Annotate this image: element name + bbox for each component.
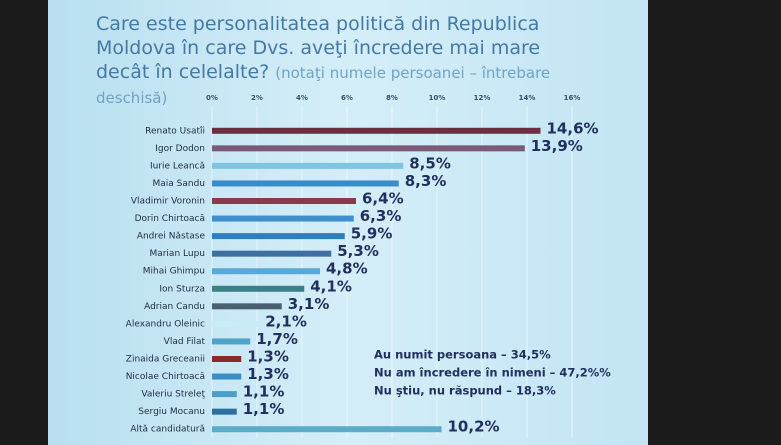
x-tick-label: 16% bbox=[564, 94, 581, 102]
title-block: Care este personalitatea politică din Re… bbox=[96, 12, 566, 110]
x-tick-label: 14% bbox=[519, 94, 536, 102]
y-tick-label: Adrian Candu bbox=[144, 302, 205, 312]
value-label: 1,3% bbox=[247, 348, 289, 366]
bar bbox=[212, 180, 399, 187]
value-label: 10,2% bbox=[448, 418, 500, 436]
y-tick-label: Vlad Filat bbox=[164, 337, 206, 347]
value-label: 8,5% bbox=[409, 154, 451, 172]
bar bbox=[212, 303, 282, 310]
value-label: 2,1% bbox=[265, 312, 307, 330]
y-tick-label: Alexandru Oleinic bbox=[126, 319, 205, 329]
value-label: 14,6% bbox=[547, 119, 599, 137]
value-label: 1,7% bbox=[256, 330, 298, 348]
y-tick-label: Andrei Năstase bbox=[137, 232, 206, 242]
value-label: 8,3% bbox=[405, 172, 447, 190]
bar bbox=[212, 373, 242, 380]
x-tick-label: 8% bbox=[386, 94, 398, 102]
y-tick-label: Nicolae Chirtoacă bbox=[126, 372, 205, 382]
value-label: 1,3% bbox=[247, 365, 289, 383]
y-tick-label: Vladimir Voronin bbox=[131, 197, 205, 207]
x-tick-label: 12% bbox=[474, 94, 491, 102]
value-label: 5,3% bbox=[337, 242, 379, 260]
bar bbox=[212, 320, 260, 327]
slide bbox=[48, 0, 648, 445]
bar bbox=[212, 250, 332, 257]
y-tick-label: Dorin Chirtoacă bbox=[135, 214, 205, 224]
x-tick-label: 2% bbox=[251, 94, 263, 102]
value-label: 4,1% bbox=[310, 277, 352, 295]
annotation: Nu am încredere în nimeni – 47,2%% bbox=[374, 366, 611, 380]
bar bbox=[212, 233, 345, 240]
y-tick-label: Valeriu Streleţ bbox=[141, 390, 205, 400]
value-label: 6,3% bbox=[360, 207, 402, 225]
bar bbox=[212, 127, 541, 134]
bar bbox=[212, 285, 305, 292]
bar bbox=[212, 356, 242, 362]
y-tick-label: Iurie Leancă bbox=[150, 161, 205, 171]
bar bbox=[212, 145, 525, 152]
value-label: 4,8% bbox=[326, 260, 368, 278]
annotation: Au numit persoana – 34,5% bbox=[374, 348, 551, 362]
value-label: 3,1% bbox=[288, 295, 330, 313]
chart-title: Care este personalitatea politică din Re… bbox=[96, 13, 541, 83]
bar bbox=[212, 408, 237, 415]
bar bbox=[212, 162, 404, 169]
x-tick-label: 4% bbox=[296, 94, 308, 102]
x-tick-label: 10% bbox=[429, 94, 446, 102]
y-tick-label: Sergiu Mocanu bbox=[138, 407, 205, 417]
y-tick-label: Altă candidatură bbox=[130, 425, 205, 435]
value-label: 6,4% bbox=[362, 190, 404, 208]
annotation: Nu ştiu, nu răspund – 18,3% bbox=[374, 384, 556, 398]
y-tick-label: Renato Usatîi bbox=[145, 126, 205, 136]
x-tick-label: 0% bbox=[206, 94, 218, 102]
bar bbox=[212, 426, 442, 433]
value-label: 13,9% bbox=[531, 137, 583, 155]
value-label: 5,9% bbox=[351, 225, 393, 243]
y-tick-label: Igor Dodon bbox=[155, 144, 205, 154]
y-tick-label: Zinaida Greceanii bbox=[126, 355, 205, 365]
y-tick-label: Maia Sandu bbox=[152, 179, 205, 189]
bar bbox=[212, 198, 356, 204]
bar bbox=[212, 391, 237, 398]
y-tick-label: Marian Lupu bbox=[149, 249, 205, 259]
x-tick-label: 6% bbox=[341, 94, 353, 102]
value-label: 1,1% bbox=[243, 383, 285, 401]
chart-subtitle: (notaţi numele persoanei – întrebare des… bbox=[96, 64, 551, 107]
bar bbox=[212, 268, 320, 275]
bar bbox=[212, 338, 251, 345]
y-tick-label: Mihai Ghimpu bbox=[143, 267, 205, 277]
value-label: 1,1% bbox=[243, 400, 285, 418]
bar bbox=[212, 215, 354, 222]
y-tick-label: Ion Sturza bbox=[159, 284, 205, 294]
